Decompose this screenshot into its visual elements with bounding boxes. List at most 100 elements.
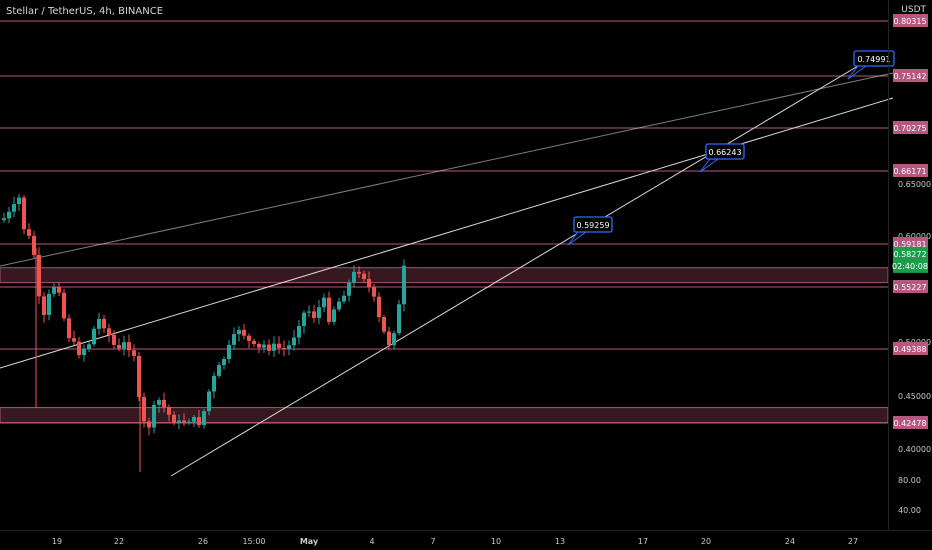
level-label-text: 0.66171: [893, 167, 926, 176]
candle-body-2: [12, 204, 16, 212]
candle-body-10: [52, 286, 56, 294]
x-tick-label-4: 15:00: [242, 537, 265, 546]
candle-body-44: [222, 358, 226, 366]
candle-body-20: [102, 318, 106, 329]
candle-body-33: [167, 406, 171, 415]
level-label-bg: [893, 280, 928, 293]
candle-body-49: [247, 335, 251, 341]
candle-body-63: [317, 307, 321, 319]
candle-body-56: [282, 347, 286, 350]
candle-body-76: [382, 317, 386, 332]
candle-body-46: [232, 334, 236, 345]
candle-body-8: [42, 296, 46, 315]
candle-body-66: [332, 309, 336, 322]
level-label-text: 0.75142: [893, 72, 926, 81]
candle-body-22: [112, 334, 116, 345]
y-tick-label-2: 0.60000: [898, 232, 931, 241]
candle-body-21: [107, 328, 111, 335]
level-label-text: 0.59181: [893, 240, 926, 249]
level-label-text: 0.70275: [893, 124, 926, 133]
price-axis-separator: [888, 0, 889, 530]
candle-body-1: [7, 211, 11, 219]
callout-value: 0.66243: [708, 148, 741, 157]
x-tick-label-3: 26: [198, 537, 208, 546]
y-tick-label-1: 0.65000: [898, 180, 931, 189]
callout-3: 0.74991: [847, 50, 895, 80]
level-label-bg: [893, 164, 928, 177]
candle-body-37: [187, 421, 191, 423]
candle-body-11: [57, 286, 61, 293]
candle-body-40: [202, 411, 206, 426]
time-axis-separator: [0, 530, 932, 531]
callout-1: 0.59259: [567, 216, 613, 246]
callout-box: [853, 50, 895, 67]
candle-body-71: [357, 271, 361, 274]
candle-body-68: [342, 295, 346, 302]
callout-2: 0.66243: [699, 143, 745, 173]
candle-body-6: [32, 235, 36, 255]
trendline-3: [170, 59, 869, 477]
x-tick-label-6: 4: [369, 537, 374, 546]
candle-body-31: [157, 399, 161, 405]
candle-body-77: [387, 331, 391, 346]
current-price-value: 0.58272: [893, 250, 926, 259]
candle-body-69: [347, 282, 351, 296]
level-label-bg: [893, 121, 928, 134]
candle-body-72: [362, 273, 366, 280]
level-label-5: 0.59181: [893, 237, 928, 250]
candle-body-25: [127, 342, 131, 351]
candle-body-80: [402, 265, 406, 305]
callout-pointer: [567, 231, 588, 246]
callout-pointer: [699, 158, 720, 173]
candle-body-45: [227, 344, 231, 359]
candle-body-57: [287, 345, 291, 350]
candle-body-12: [62, 292, 66, 319]
candle-body-51: [257, 343, 261, 348]
current-price-bg: [893, 246, 928, 273]
candle-body-59: [297, 325, 301, 338]
callout-box: [573, 216, 613, 233]
candle-body-28: [142, 396, 146, 422]
level-label-text: 0.80315: [893, 17, 926, 26]
candle-body-4: [22, 197, 26, 230]
current-price-label: 0.58272 02:40:08: [892, 246, 928, 273]
candle-body-9: [47, 293, 51, 315]
candle-body-26: [132, 350, 136, 356]
level-label-3: 0.70275: [893, 121, 928, 134]
current-price-countdown: 02:40:08: [892, 262, 928, 271]
candle-body-65: [327, 297, 331, 322]
candle-body-58: [292, 337, 296, 346]
callout-box: [705, 143, 745, 160]
y-tick-label-6: 80.00: [898, 476, 921, 485]
candle-body-23: [117, 344, 121, 349]
candle-body-67: [337, 301, 341, 310]
level-label-8: 0.42478: [893, 416, 928, 429]
candle-body-74: [372, 286, 376, 297]
candle-body-60: [302, 312, 306, 326]
trendline-1: [0, 97, 894, 369]
candle-body-53: [267, 344, 271, 351]
candle-body-15: [77, 341, 81, 356]
candles: [2, 193, 406, 472]
candle-body-13: [67, 318, 71, 339]
x-tick-label-13: 27: [848, 537, 858, 546]
candle-body-7: [37, 254, 41, 297]
candle-body-5: [27, 229, 31, 236]
level-label-2: 0.75142: [893, 69, 928, 82]
candle-body-18: [92, 328, 96, 345]
candle-body-54: [272, 343, 276, 351]
candle-body-19: [97, 318, 101, 329]
candle-body-75: [377, 296, 381, 318]
candle-body-35: [177, 420, 181, 424]
x-tick-label-8: 10: [491, 537, 501, 546]
candle-body-61: [307, 311, 311, 313]
x-tick-label-5: May: [300, 537, 319, 546]
level-label-bg: [893, 14, 928, 27]
level-label-bg: [893, 342, 928, 355]
zone-1: [0, 267, 889, 284]
chart-title: Stellar / TetherUS, 4h, BINANCE: [6, 6, 164, 17]
candle-body-50: [252, 340, 256, 344]
x-tick-label-2: 22: [114, 537, 124, 546]
x-tick-label-11: 20: [701, 537, 711, 546]
